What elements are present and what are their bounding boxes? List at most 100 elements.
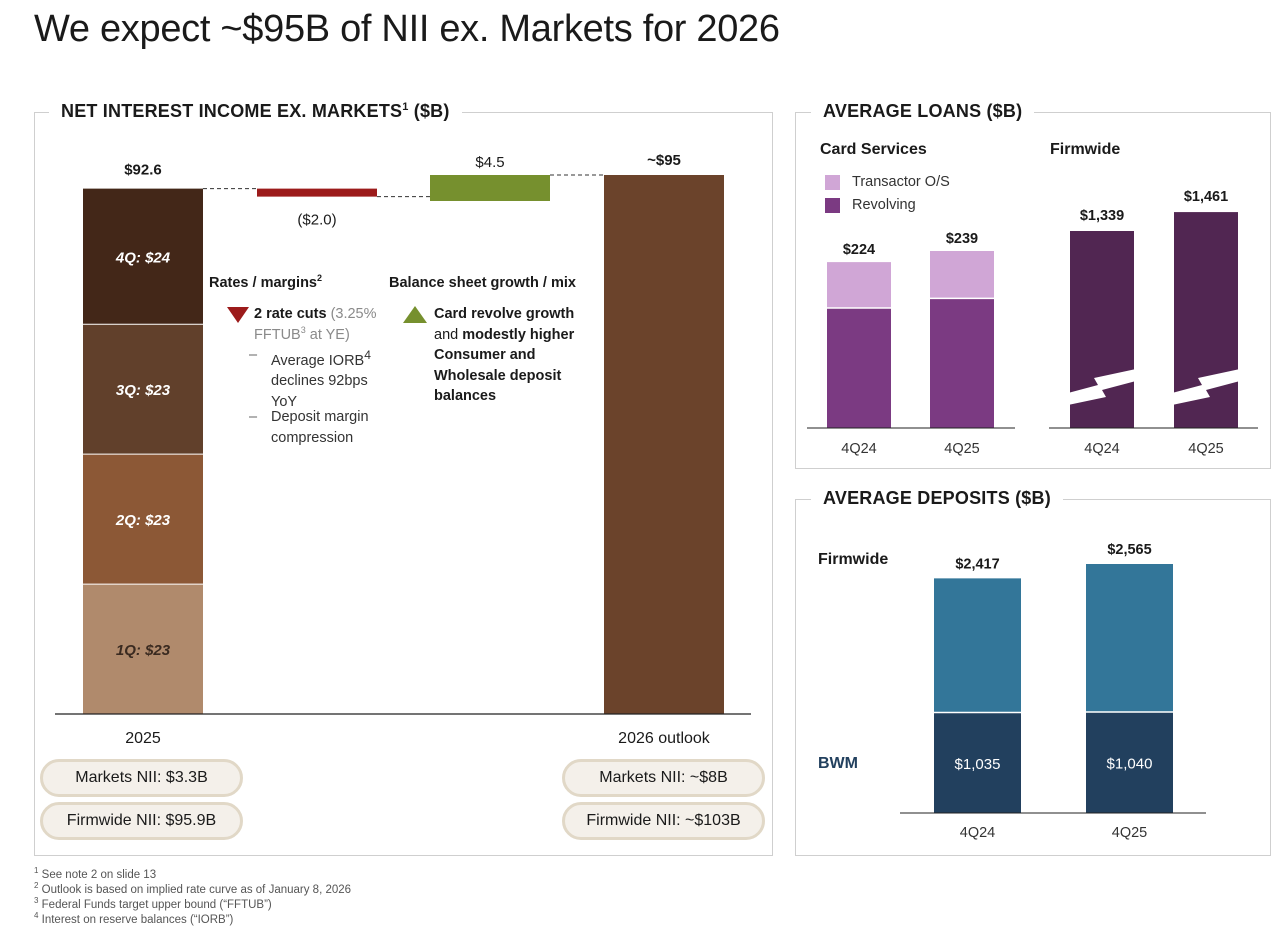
balance-line3: Consumer and: [434, 347, 536, 363]
bar-2025-segment-2: [83, 454, 203, 585]
deposit-margin-text: Deposit margin compression: [271, 409, 369, 446]
x-label-2025: 2025: [125, 730, 161, 747]
bar-balance-delta: [430, 175, 550, 201]
loans-panel-title: AVERAGE LOANS ($B): [811, 101, 1035, 122]
footnote-3: 3 Federal Funds target upper bound (“FFT…: [34, 896, 351, 913]
loans-panel: AVERAGE LOANS ($B) Card Services Firmwid…: [795, 101, 1271, 469]
rates-heading-sup: 2: [317, 273, 323, 284]
balance-heading: Balance sheet growth / mix: [389, 275, 576, 291]
footnote-num: 2: [34, 881, 39, 891]
segment-label: 3Q: $23: [116, 382, 171, 399]
rates-bullet-grey-sup: 3: [300, 324, 306, 335]
deposit-bar-4Q25-bwm: [1086, 712, 1173, 813]
row-label-firmwide: Firmwide: [818, 551, 889, 568]
bar-rates-delta: [257, 188, 377, 197]
firmwide-heading: Firmwide: [1050, 141, 1121, 158]
rates-sub-item-deposit: – Deposit margin compression: [249, 407, 391, 448]
firmwide-x-label: 4Q24: [1084, 441, 1119, 457]
footnote-text: Federal Funds target upper bound (“FFTUB…: [38, 899, 272, 911]
x-label-2026-outlook: 2026 outlook: [618, 730, 711, 747]
balance-line2-bold: modestly higher: [462, 326, 575, 343]
deposit-bar-4Q25-other-firmwide: [1086, 564, 1173, 713]
axis-break-icon: [1172, 369, 1240, 405]
triangle-up-icon: [403, 306, 427, 323]
footnote-text: Outlook is based on implied rate curve a…: [38, 884, 352, 896]
deposit-total-label: $2,565: [1107, 542, 1151, 558]
nii-panel-title: NET INTEREST INCOME EX. MARKETS1 ($B): [49, 101, 462, 122]
pill-markets-nii-2025: Markets NII: $3.3B: [40, 759, 243, 797]
firmwide-loan-label: $1,339: [1080, 208, 1124, 224]
card-x-label: 4Q25: [944, 441, 979, 457]
footnote-4: 4 Interest on reserve balances (“IORB”): [34, 911, 351, 928]
segment-label: 2Q: $23: [115, 512, 171, 529]
footnote-num: 1: [34, 866, 39, 876]
loans-chart: $224 4Q24 $239 4Q25 $1,339 4Q24 $1,461 4Q25: [807, 189, 1258, 457]
row-label-bwm: BWM: [818, 755, 858, 772]
rates-delta-label: ($2.0): [297, 212, 336, 229]
bar-2025-segment-4: [83, 188, 203, 325]
nii-title-suffix: ($B): [408, 101, 450, 121]
rates-heading: Rates / margins2: [209, 273, 323, 291]
rates-bullet-grey-3: at YE): [305, 326, 350, 343]
balance-delta-label: $4.5: [475, 154, 504, 171]
footnote-num: 4: [34, 911, 39, 921]
rates-bullet-grey-1: (3.25%: [326, 306, 377, 322]
firmwide-x-label: 4Q25: [1188, 441, 1223, 457]
deposit-bar-4Q24-other-firmwide: [934, 578, 1021, 713]
balance-line5: balances: [434, 388, 497, 404]
slide-title: We expect ~$95B of NII ex. Markets for 2…: [34, 8, 780, 50]
card-bar-4Q24-revolving: [827, 308, 891, 428]
card-services-heading: Card Services: [820, 141, 927, 158]
bwm-value-label: $1,035: [955, 756, 1001, 773]
balance-line4: Wholesale deposit: [434, 367, 562, 384]
balance-line2-plain: and: [434, 326, 463, 343]
pill-firmwide-nii-2026: Firmwide NII: ~$103B: [562, 802, 765, 840]
card-total-label: $224: [843, 242, 875, 258]
deposits-panel-title: AVERAGE DEPOSITS ($B): [811, 488, 1063, 509]
rates-bullet: 2 rate cuts (3.25% FFTUB3 at YE): [254, 304, 404, 345]
bwm-value-label: $1,040: [1107, 756, 1153, 773]
legend-label-transactor: Transactor O/S: [852, 174, 950, 190]
footnote-text: See note 2 on slide 13: [38, 869, 157, 881]
axis-break-icon: [1068, 369, 1136, 405]
balance-bullet: Card revolve growth and modestly higher …: [434, 304, 604, 407]
card-bar-4Q24-transactor-o-s: [827, 262, 891, 309]
pill-firmwide-nii-2025: Firmwide NII: $95.9B: [40, 802, 243, 840]
card-x-label: 4Q24: [841, 441, 876, 457]
footnote-2: 2 Outlook is based on implied rate curve…: [34, 881, 352, 898]
rates-bullet-grey-2: FFTUB: [254, 326, 301, 343]
dash-icon: –: [249, 347, 258, 363]
bar-2025-segment-3: [83, 324, 203, 455]
iorb-text: Average IORB: [271, 352, 365, 369]
footnote-1: 1 See note 2 on slide 13: [34, 866, 351, 883]
deposits-panel: AVERAGE DEPOSITS ($B) Firmwide BWM $1,03…: [795, 488, 1271, 856]
footnote-text: Interest on reserve balances (“IORB”): [38, 914, 234, 926]
legend-swatch-transactor: [825, 175, 840, 190]
deposit-x-label: 4Q24: [960, 825, 995, 841]
bar-2025-segment-1: [83, 584, 203, 714]
total-2025-label: $92.6: [124, 162, 162, 179]
pill-markets-nii-2026: Markets NII: ~$8B: [562, 759, 765, 797]
deposits-chart: $1,035 $2,417 4Q24 $1,040 $2,565 4Q25: [900, 542, 1206, 841]
rates-heading-text: Rates / margins: [209, 275, 317, 291]
dash-icon: –: [249, 409, 258, 425]
nii-title-text: NET INTEREST INCOME EX. MARKETS: [61, 101, 403, 121]
balance-line1: Card revolve growth: [434, 306, 575, 322]
rates-sub-item-iorb: – Average IORB4 declines 92bps YoY: [249, 345, 391, 412]
legend-swatch-revolving: [825, 198, 840, 213]
nii-waterfall-chart: 1Q: $23 2Q: $23 3Q: $23 4Q: $24 $92.6 ($2.0) $…: [55, 152, 751, 747]
deposit-x-label: 4Q25: [1112, 825, 1147, 841]
outlook-2026-label: ~$95: [647, 152, 681, 169]
card-bar-4Q25-revolving: [930, 298, 994, 428]
segment-label: 1Q: $23: [116, 642, 171, 659]
iorb-text2: declines 92bps YoY: [271, 373, 368, 410]
footnote-num: 3: [34, 896, 39, 906]
segment-label: 4Q: $24: [115, 249, 171, 266]
iorb-sup: 4: [364, 348, 371, 362]
triangle-down-icon: [227, 307, 249, 323]
footnotes: 1 See note 2 on slide 13 2 Outlook is ba…: [34, 866, 352, 928]
card-bar-4Q25-transactor-o-s: [930, 251, 994, 299]
bar-2026-outlook: [604, 175, 724, 714]
card-total-label: $239: [946, 231, 978, 247]
nii-panel: NET INTEREST INCOME EX. MARKETS1 ($B) 1Q…: [34, 101, 773, 856]
